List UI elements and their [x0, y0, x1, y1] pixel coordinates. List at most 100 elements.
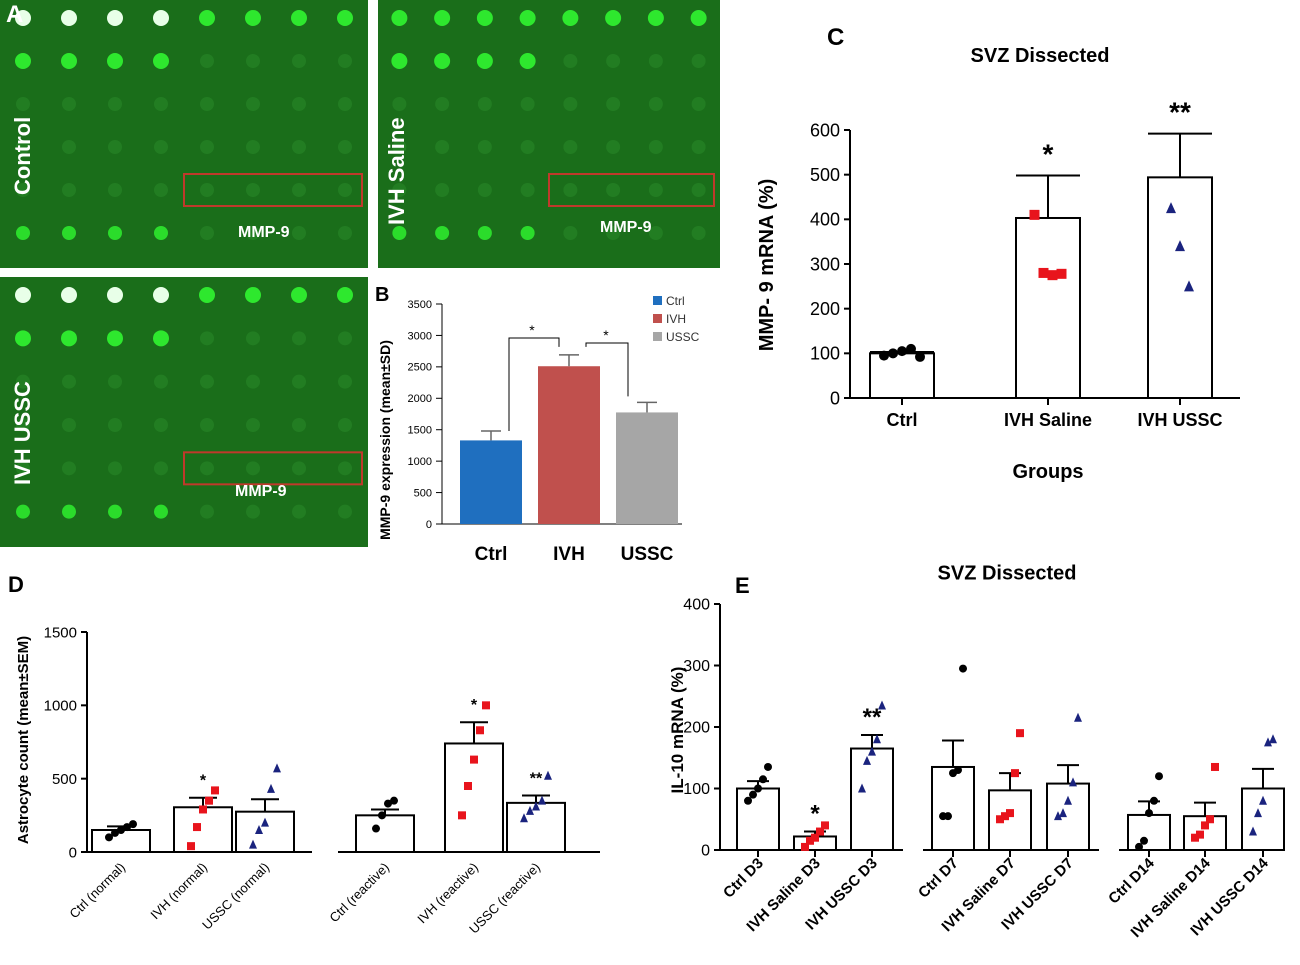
array-spot [392, 226, 407, 240]
y-tick-label: 500 [52, 771, 77, 788]
array-spot [153, 287, 169, 303]
data-point [205, 796, 213, 805]
bar [1015, 216, 1081, 399]
chart-e-ylabel: IL-10 mRNA (%) [668, 667, 687, 794]
x-tick-label: IVH Saline [1004, 410, 1092, 430]
array-spot [154, 226, 168, 240]
data-point [117, 826, 125, 834]
mmp9-highlight-box [548, 173, 715, 207]
legend-label: USSC [666, 330, 700, 344]
axis-gap [312, 848, 338, 856]
significance-marker: * [603, 327, 609, 343]
panel-a: A Control IVH Saline IVH USSC MMP-9 MMP-9 MMP-… [0, 0, 720, 547]
array-spot [291, 10, 307, 26]
data-point [1047, 270, 1058, 281]
data-point [384, 799, 392, 808]
chart-c-ylabel: MMP- 9 mRNA (%) [756, 179, 778, 352]
array-spot [292, 461, 306, 476]
x-tick-label: USSC [621, 544, 674, 565]
array-spot [648, 183, 663, 197]
data-point [1206, 815, 1214, 824]
significance-marker: ** [863, 704, 882, 731]
data-point [1264, 737, 1272, 747]
x-tick-label: IVH [553, 544, 585, 565]
array-spot [434, 10, 451, 26]
array-spot [606, 226, 621, 240]
array-spot [107, 330, 123, 347]
array-spot [434, 53, 451, 69]
label-ivh-saline: IVH Saline [384, 117, 409, 225]
chart-c-xlabel: Groups [1012, 461, 1083, 483]
array-background [378, 0, 720, 268]
significance-marker: * [1043, 139, 1054, 170]
array-image-control [0, 0, 368, 268]
array-spot [200, 504, 214, 519]
data-point [520, 813, 528, 823]
array-spot [691, 226, 706, 240]
array-spot [391, 10, 408, 26]
data-point [1029, 209, 1040, 220]
y-tick-label: 100 [810, 344, 840, 364]
array-spot [520, 140, 535, 154]
array-spot [563, 97, 578, 111]
data-point [538, 795, 546, 805]
label-ivh-ussc: IVH USSC [10, 381, 35, 485]
array-spot [338, 374, 352, 389]
array-spot [338, 97, 352, 111]
array-spot [519, 10, 536, 26]
array-spot [61, 10, 77, 26]
array-spot [200, 183, 214, 197]
y-tick-label: 200 [810, 299, 840, 319]
array-spot [62, 183, 76, 197]
legend-label: IVH [666, 312, 686, 326]
data-point [801, 842, 809, 851]
array-spot [200, 374, 214, 389]
array-spot [338, 504, 352, 519]
array-spot [291, 287, 307, 303]
array-image-ivh-ussc [0, 277, 368, 547]
data-point [764, 762, 772, 771]
chart-e: E SVZ Dissected IL-10 mRNA (%) 0 100 200 30… [668, 562, 1285, 941]
data-point [249, 839, 257, 849]
data-point [744, 796, 752, 805]
array-spot [200, 331, 214, 346]
data-point [1155, 772, 1163, 781]
data-point [873, 734, 881, 744]
array-spot [153, 330, 169, 347]
data-point [544, 770, 552, 780]
data-point [868, 746, 876, 756]
array-spot [15, 287, 31, 303]
data-point [1150, 796, 1158, 805]
data-point [754, 784, 762, 793]
array-spot [477, 97, 492, 111]
box-label-ivh-saline: MMP-9 [600, 219, 652, 236]
array-spot [477, 183, 492, 197]
array-spot [691, 183, 706, 197]
array-spot [292, 418, 306, 432]
array-spot [246, 54, 260, 68]
data-point [1145, 809, 1153, 818]
array-spot [648, 97, 663, 111]
array-spot [337, 10, 353, 26]
array-spot [108, 504, 122, 519]
array-spot [338, 183, 352, 197]
array-spot [15, 53, 31, 69]
array-spot [200, 461, 214, 476]
array-image-ivh-saline [378, 0, 720, 268]
data-point [482, 701, 490, 710]
x-tick-label: IVH (normal) [147, 860, 210, 923]
array-spot [338, 418, 352, 432]
array-spot [606, 140, 621, 154]
array-spot [16, 97, 30, 111]
y-tick-label: 400 [810, 210, 840, 230]
array-spot [392, 97, 407, 111]
chart-d-ylabel: Astrocyte count (mean±SEM) [15, 636, 32, 844]
data-point [273, 763, 281, 773]
y-tick-label: 3500 [408, 299, 432, 311]
y-tick-label: 2000 [408, 393, 432, 405]
array-spot [292, 374, 306, 389]
chart-b: B MMP-9 expression (mean±SD) 0 500 1000 150… [375, 284, 700, 565]
array-spot [154, 97, 168, 111]
array-spot [108, 374, 122, 389]
y-tick-label: 300 [683, 658, 710, 675]
